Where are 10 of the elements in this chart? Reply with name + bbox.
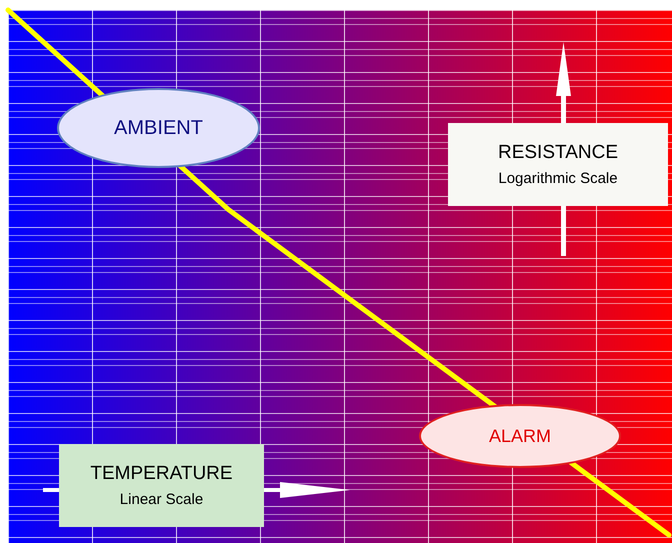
annotation: TEMPERATURE — [90, 463, 233, 485]
text-box: TEMPERATURE Linear Scale — [59, 444, 264, 527]
annotation: Linear Scale — [120, 491, 204, 508]
annotation: ALARM — [488, 426, 551, 446]
annotation: AMBIENT — [114, 116, 203, 140]
text-box: RESISTANCE Logarithmic Scale — [448, 123, 668, 206]
annotation: Logarithmic Scale — [498, 170, 618, 187]
annotation: RESISTANCE — [498, 142, 618, 164]
ellipse-callout: ALARM — [419, 404, 621, 468]
ellipse-callout: AMBIENT — [57, 88, 260, 168]
